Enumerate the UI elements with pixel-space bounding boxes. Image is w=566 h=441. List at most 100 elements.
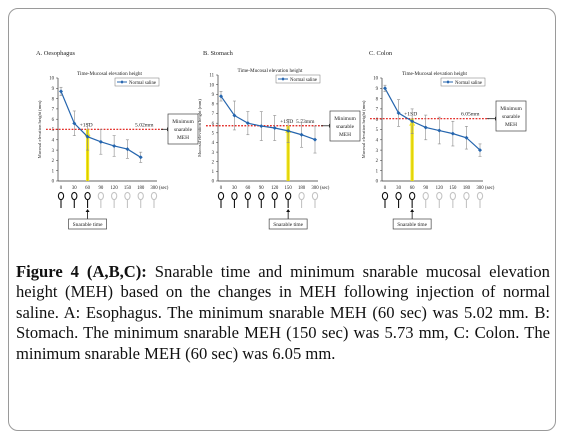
panel3-legend-box [440,77,486,87]
panel1-y-tick-label: 4 [52,139,55,144]
panel3-y-tick-label: 4 [376,139,379,144]
panel2-x-unit-label: (sec) [320,186,330,191]
panel2-snare-loop-icon [311,191,319,201]
panel2-snare-loop-icon [217,191,225,201]
panel2-side-note-box [329,110,361,142]
panel3-legend-marker [446,80,450,84]
panel3-data-point [383,86,387,91]
panel3-data-point [478,148,482,153]
panel2-threshold-value-label: 5.73mm [296,119,315,125]
panel2-y-tick-label: 9 [212,93,215,98]
panel3-x-tick-label: 0 [384,186,387,191]
panel1-data-point [59,89,63,94]
caption-label: Figure 4 (A,B,C): [16,262,147,281]
panel1-snare-loop-icon [71,191,78,201]
panel1-snare-loop-icon [137,191,144,201]
panel3-y-tick-label: 5 [376,128,379,133]
panel1-y-axis-label: Mucosal elevation height (mm) [37,100,42,158]
panel1-snare-loop-icon [150,191,158,201]
panel3-y-tick-label: 6 [376,118,379,123]
panel3-series-line [384,88,481,151]
panel1-y-tick-label: 10 [49,77,54,82]
panel3-y-tick-label: 3 [376,149,379,154]
panel3-snare-loop-icon [463,191,470,201]
panel3-side-note-line: snarable [502,114,521,120]
panel1-side-note-line: Minimum [172,119,194,125]
panel2-side-note-line: snarable [336,124,355,130]
panel3-side-note-box [495,100,527,132]
panel2-data-point [286,128,291,133]
panel1-y-tick-label: 2 [52,159,55,164]
panel2-legend-marker [281,77,285,81]
panel1-threshold-value-label: 5.02mm [135,122,154,128]
panel1-legend-label: Normal saline [129,81,156,86]
panel2-snare-loop-icon [298,191,305,201]
panel1-snarable-time-label: Snarable time [73,222,103,228]
panel1-snare-loop-icon [84,191,91,201]
panel2-side-note-line: Minimum [334,116,356,122]
panel1-chart-title: Time-Mucosal elevation height [77,71,142,77]
panel1-data-point [98,139,103,144]
panel3-threshold-sd-label: +1SD [404,112,417,118]
panel1-x-tick-label: 300 [150,186,158,191]
panel1-data-point [112,143,117,148]
panel1-side-note-box [167,113,199,145]
panel3-snare-loop-icon [436,191,443,201]
panel3-x-tick-label: 90 [423,186,428,191]
panel3-snare-loop-icon [395,191,402,201]
panel1-data-point [72,121,77,126]
panel1-legend-box [114,77,160,87]
panel3-data-point [437,128,442,133]
panel1-y-tick-label: 7 [52,108,55,113]
panel3-y-tick-label: 7 [376,108,379,113]
panel2-x-tick-label: 120 [271,186,279,191]
panel1-snare-loop-icon [97,191,105,201]
panel3-x-tick-label: 60 [410,186,415,191]
panel2-x-tick-label: 300 [311,186,319,191]
panel2-x-tick-label: 0 [220,186,223,191]
figure-charts: A. Oesophagus Time-Mucosal elevation heig… [36,50,527,230]
panel3-side-note-line: Minimum [500,106,522,112]
panel1-snare-loop-icon [110,191,118,201]
panel3-snare-loop-icon [449,191,457,201]
panel2-x-tick-label: 60 [245,186,250,191]
panel1-y-tick-label: 3 [52,149,55,154]
panel2-data-point [299,132,304,137]
panel2-data-point [245,121,250,126]
panel1-data-point [85,134,90,139]
panel2-y-axis-label: Mucosal elevation height (mm) [197,99,202,157]
panel2-snarable-time-label: Snarable time [273,222,303,228]
panel1-y-tick-label: 0 [52,180,55,185]
panel2-x-tick-label: 90 [259,186,264,191]
panel3-snarable-time-arrow-head [410,209,415,212]
panel2-x-tick-label: 180 [298,186,306,191]
panel3-y-tick-label: 10 [373,77,378,82]
panel3-y-axis-label: Mucosal elevation height (mm) [361,100,366,158]
panel3-data-point [396,111,401,116]
panel1-snare-loop-icon [57,191,65,201]
panel1-side-note-line: snarable [174,127,193,133]
panel3-side-note-line: MEH [505,122,517,128]
panel2-snarable-time-box [268,218,308,230]
panel1-snare-loop-icon [124,191,131,201]
panel3-snare-loop-icon [476,191,484,201]
panel2-y-tick-label: 4 [212,141,215,146]
panel2-chart-title: Time-Mucosal elevation height [238,68,303,74]
panel1-x-tick-label: 120 [111,186,119,191]
panel3-data-point [410,119,415,124]
figure-frame [8,8,556,431]
panel2-series-line [220,95,316,141]
panel2-y-tick-label: 6 [212,122,215,127]
panel3-y-tick-label: 0 [376,180,379,185]
panel1-y-tick-label: 5 [52,128,55,133]
panel3-snarable-time-box [392,218,432,230]
panel1-x-tick-label: 30 [72,186,77,191]
panel2-snare-loop-icon [244,191,252,201]
panel3-legend-label: Normal saline [455,81,482,86]
panel1-legend-marker [120,80,124,84]
figure-caption: Figure 4 (A,B,C): Snarable time and mini… [16,262,550,364]
panel1-y-tick-label: 1 [52,169,55,174]
panel1-x-tick-label: 180 [137,186,145,191]
panel2-data-point [272,126,277,130]
panel1-x-tick-label: 90 [98,186,103,191]
